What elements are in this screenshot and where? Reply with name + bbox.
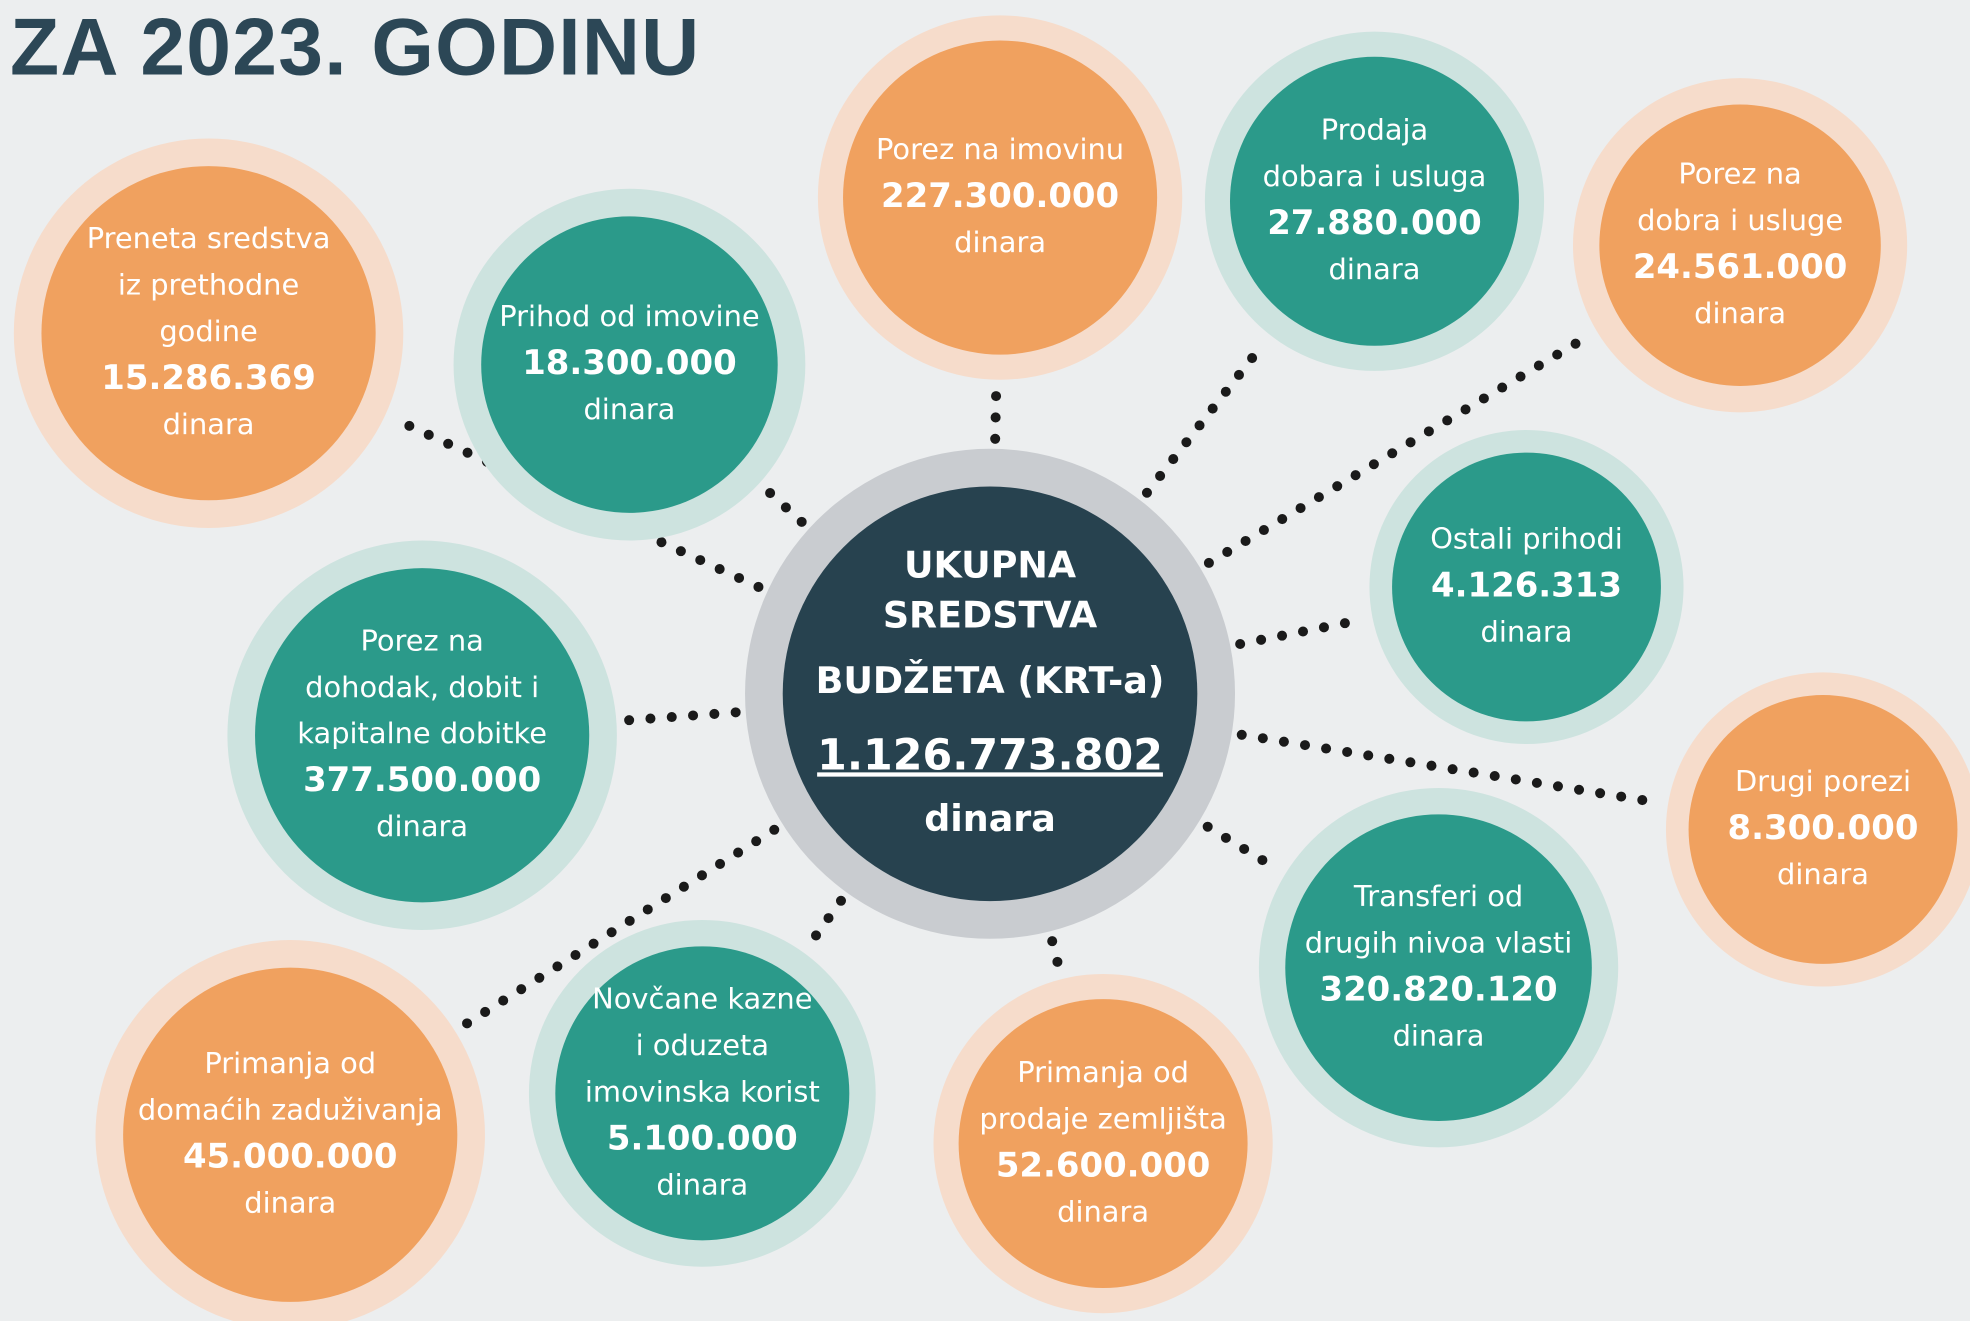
connector [1202, 821, 1280, 873]
label-line: godine [159, 314, 257, 348]
unit: dinara [376, 809, 468, 843]
connector [1047, 936, 1064, 972]
label-line: i oduzeta [636, 1028, 769, 1062]
connector [990, 387, 1002, 444]
unit: dinara [656, 1167, 748, 1201]
node-circle [1688, 695, 1958, 964]
label-line: Porez na [1678, 157, 1801, 191]
node-circle [958, 999, 1248, 1289]
connector [460, 824, 780, 1030]
node-circle [1392, 452, 1661, 722]
connector [1203, 332, 1591, 568]
node-circle [1285, 814, 1592, 1121]
label-line: prodaje zemljišta [979, 1101, 1226, 1135]
node: Primanja od domaćih zaduživanja 45.000.000… [95, 940, 485, 1321]
label-line: kapitalne dobitke [297, 716, 547, 750]
label-line: Preneta sredstva [87, 221, 331, 255]
label-line: dobra i usluge [1637, 203, 1843, 237]
connector [623, 707, 741, 726]
amount: 52.600.000 [996, 1145, 1210, 1184]
label-line: Ostali prihodi [1430, 522, 1623, 556]
label-line: dohodak, dobit i [305, 670, 539, 704]
center-unit: dinara [924, 797, 1056, 840]
unit: dinara [1694, 296, 1786, 330]
node-circle [123, 967, 458, 1302]
label-line: domaćih zaduživanja [138, 1093, 443, 1127]
amount: 227.300.000 [881, 176, 1119, 215]
center-circle [782, 486, 1198, 902]
node-circle [41, 166, 376, 501]
label-line: Porez na [360, 623, 483, 657]
unit: dinara [583, 392, 675, 426]
center-amount: 1.126.773.802 [817, 730, 1163, 780]
amount: 377.500.000 [303, 760, 541, 799]
amount: 27.880.000 [1267, 203, 1482, 242]
connector [805, 895, 847, 948]
node: Prodaja dobara i usluga 27.880.000 dinara [1204, 31, 1545, 371]
amount: 15.286.369 [101, 358, 316, 397]
unit: dinara [1481, 614, 1573, 648]
unit: dinara [163, 407, 255, 441]
label-line: drugih nivoa vlasti [1305, 925, 1572, 959]
label-line: Porez na imovinu [876, 132, 1124, 166]
label-line: iz prethodne [118, 268, 299, 302]
connector [1141, 339, 1268, 498]
node-circle [481, 216, 778, 513]
unit: dinara [1393, 1018, 1485, 1052]
amount: 320.820.120 [1320, 969, 1558, 1008]
center-label: BUDŽETA (KRT-a) [816, 658, 1165, 702]
node-circle [843, 40, 1158, 355]
node: Preneta sredstva iz prethodne godine 15.286… [13, 138, 404, 528]
node: Novčane kazne i oduzeta imovinska korist 5.… [528, 919, 876, 1267]
connector [391, 415, 764, 592]
unit: dinara [954, 225, 1046, 259]
label-line: Prodaja [1321, 113, 1429, 147]
node: Porez na dobra i usluge 24.561.000 dinara [1572, 78, 1908, 413]
label-line: Prihod od imovine [499, 299, 759, 333]
center-label: UKUPNA [904, 543, 1077, 586]
label-line: Primanja od [1017, 1055, 1189, 1089]
label-line: dobara i usluga [1263, 159, 1487, 193]
label-line: Primanja od [204, 1046, 376, 1080]
amount: 24.561.000 [1633, 247, 1847, 286]
unit: dinara [1057, 1194, 1149, 1228]
label-line: imovinska korist [585, 1074, 820, 1108]
unit: dinara [244, 1186, 336, 1220]
node: Ostali prihodi 4.126.313 dinara [1369, 429, 1684, 745]
node: Prihod od imovine 18.300.000 dinara [453, 188, 806, 541]
title: ZA 2023. GODINU [10, 2, 700, 92]
connector [1235, 615, 1366, 650]
label-line: Novčane kazne [592, 981, 812, 1015]
unit: dinara [1329, 252, 1421, 286]
node: Transferi od drugih nivoa vlasti 320.820.1… [1258, 788, 1619, 1148]
amount: 18.300.000 [522, 343, 737, 382]
center-node: UKUPNA SREDSTVA BUDŽETA (KRT-a) 1.126.773.8… [745, 448, 1236, 939]
center-label: SREDSTVA [883, 594, 1098, 637]
connector [1236, 729, 1661, 808]
node: Porez na imovinu 227.300.000 dinara [817, 15, 1183, 380]
label-line: Transferi od [1353, 879, 1523, 913]
node: Primanja od prodaje zemljišta 52.600.000 di… [933, 973, 1273, 1314]
node-circle [1599, 104, 1881, 386]
node: Porez na dohodak, dobit i kapitalne dobitk… [227, 540, 617, 930]
connector [763, 486, 807, 527]
node-circle [1229, 56, 1519, 346]
amount: 45.000.000 [183, 1137, 397, 1176]
node: Drugi porezi 8.300.000 dinara [1666, 672, 1970, 987]
node-circle [255, 568, 590, 903]
amount: 4.126.313 [1431, 566, 1622, 605]
node-circle [555, 946, 850, 1241]
label-line: Drugi porezi [1735, 764, 1911, 798]
unit: dinara [1777, 857, 1869, 891]
amount: 5.100.000 [607, 1118, 798, 1157]
amount: 8.300.000 [1728, 808, 1919, 847]
